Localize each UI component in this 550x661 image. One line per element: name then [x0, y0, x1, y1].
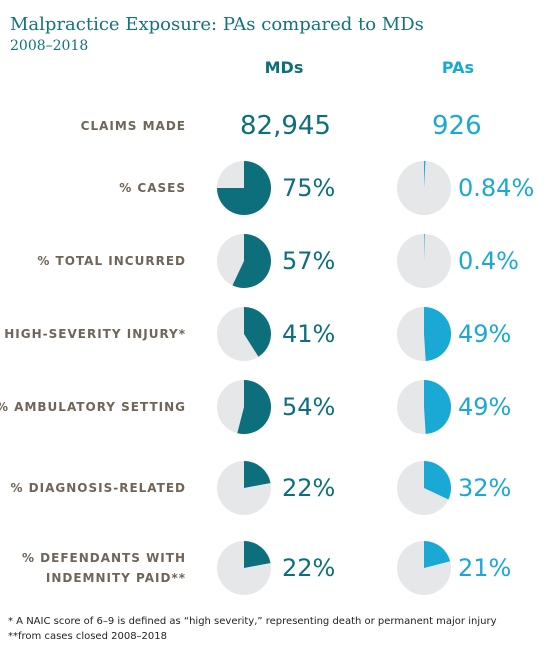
- pa-pie-slice: [424, 541, 451, 568]
- pa-pie-ambulatory: [397, 379, 452, 434]
- md-value: 57%: [282, 247, 336, 275]
- row-label: % TOTAL INCURRED: [0, 229, 186, 293]
- pa-value: 49%: [458, 320, 512, 348]
- footnote-cases-closed: **from cases closed 2008–2018: [8, 631, 168, 642]
- md-pie-cases: [217, 161, 271, 215]
- md-value: 75%: [282, 174, 336, 202]
- row-label-text: % DIAGNOSIS-RELATED: [10, 481, 186, 495]
- pa-pie-slice: [424, 161, 426, 188]
- md-pie-slice: [244, 307, 272, 357]
- row-label-text: CLAIMS MADE: [80, 119, 186, 133]
- row-label-text: % AMBULATORY SETTING: [0, 400, 186, 414]
- pa-pie-total-incurred: [397, 234, 451, 288]
- row-defendants-indemnity: % DEFENDANTS WITH INDEMNITY PAID** 22% 2…: [0, 536, 550, 600]
- row-total-incurred: % TOTAL INCURRED 57% 0.4%: [0, 229, 550, 293]
- md-value: 22%: [282, 474, 336, 502]
- pa-pie-cases: [397, 161, 451, 215]
- md-pie-slice: [217, 161, 271, 215]
- column-header-pas: PAs: [441, 58, 475, 77]
- md-pie-slice: [232, 234, 271, 288]
- row-high-severity-injury: % HIGH-SEVERITY INJURY* 41% 49%: [0, 302, 550, 366]
- md-pie-diagnosis: [217, 461, 271, 515]
- md-value: 82,945: [240, 111, 331, 141]
- md-value: 54%: [282, 393, 336, 421]
- row-label: % HIGH-SEVERITY INJURY*: [0, 302, 186, 366]
- row-label: CLAIMS MADE: [0, 94, 186, 158]
- pa-pie-slice: [424, 234, 425, 261]
- pa-pie-indemnity: [397, 541, 451, 595]
- row-diagnosis-related: % DIAGNOSIS-RELATED 22% 32%: [0, 456, 550, 520]
- row-label-text: % HIGH-SEVERITY INJURY*: [0, 327, 186, 341]
- pa-pie-slice: [424, 461, 452, 500]
- pa-value: 926: [432, 111, 482, 141]
- pa-value: 49%: [458, 393, 512, 421]
- pa-value: 21%: [458, 554, 512, 582]
- pa-value: 0.84%: [458, 174, 535, 202]
- column-header-mds: MDs: [264, 58, 304, 77]
- row-label-text: % TOTAL INCURRED: [37, 254, 186, 268]
- pa-pie-slice: [424, 379, 452, 434]
- md-pie-slice: [237, 380, 272, 434]
- pa-value: 32%: [458, 474, 512, 502]
- row-claims-made: CLAIMS MADE 82,945 926: [0, 94, 550, 158]
- row-cases: % CASES 75% 0.84%: [0, 156, 550, 220]
- md-pie-high-severity: [217, 307, 272, 361]
- pa-value: 0.4%: [458, 247, 519, 275]
- chart-subtitle: 2008–2018: [10, 38, 89, 54]
- md-pie-slice: [244, 541, 271, 568]
- row-label: % DEFENDANTS WITH INDEMNITY PAID**: [0, 536, 186, 600]
- pa-pie-high-severity: [397, 306, 452, 361]
- row-label: % AMBULATORY SETTING: [0, 375, 186, 439]
- row-label-text: % DEFENDANTS WITH INDEMNITY PAID**: [21, 551, 186, 585]
- pa-pie-diagnosis: [397, 461, 452, 515]
- md-value: 22%: [282, 554, 336, 582]
- row-label-text: % CASES: [119, 181, 186, 195]
- md-pie-ambulatory: [217, 380, 272, 434]
- md-value: 41%: [282, 320, 336, 348]
- md-pie-indemnity: [217, 541, 271, 595]
- chart-title: Malpractice Exposure: PAs compared to MD…: [10, 14, 424, 35]
- md-pie-total-incurred: [217, 234, 271, 288]
- footnote-high-severity: * A NAIC score of 6–9 is defined as “hig…: [8, 616, 497, 627]
- pa-pie-slice: [424, 306, 452, 361]
- row-label: % DIAGNOSIS-RELATED: [0, 456, 186, 520]
- row-ambulatory-setting: % AMBULATORY SETTING 54% 49%: [0, 375, 550, 439]
- row-label: % CASES: [0, 156, 186, 220]
- md-pie-slice: [244, 461, 271, 488]
